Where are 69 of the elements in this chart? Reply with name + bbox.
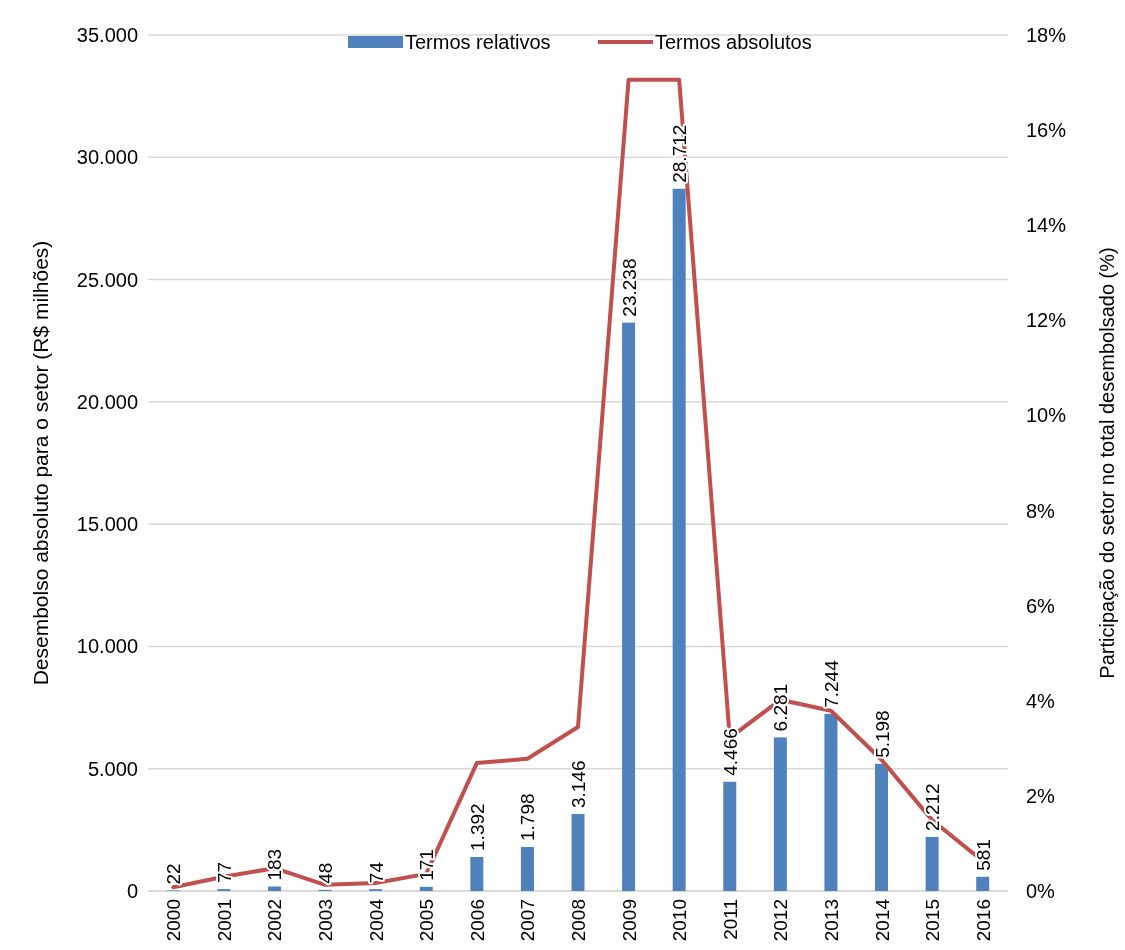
y2-axis-title: Participação do setor no total desembolsado (%) <box>1096 247 1118 679</box>
y2-tick-label: 8% <box>1026 499 1056 522</box>
text: 1.392 <box>466 803 488 851</box>
bar <box>925 836 939 891</box>
y2-tick-label: 14% <box>1026 214 1067 237</box>
bar <box>520 847 534 891</box>
x-tick-label: 2008 <box>568 899 589 942</box>
x-tick-label: 2012 <box>770 899 792 942</box>
y2-tick-label: 12% <box>1026 309 1067 332</box>
text: 77 <box>213 861 235 884</box>
y2-tick-label: 2% <box>1026 784 1056 807</box>
text: 74 <box>365 862 387 884</box>
bar <box>571 814 585 891</box>
bar <box>773 737 787 891</box>
x-tick-label: 2001 <box>213 899 235 942</box>
text: 1.798 <box>517 793 539 842</box>
x-tick-label: 2011 <box>719 899 741 940</box>
bar <box>470 856 484 891</box>
y-tick-label: 5.000 <box>87 757 138 780</box>
x-tick-label: 2002 <box>264 899 286 942</box>
bar <box>672 188 686 891</box>
text: 22 <box>163 863 185 885</box>
y-tick-label: 25.000 <box>76 268 138 291</box>
x-tick-label: 2005 <box>416 899 438 942</box>
text: 7.244 <box>820 660 842 708</box>
text: 28.712 <box>669 124 691 183</box>
x-tick-label: 2010 <box>669 899 691 942</box>
text: 171 <box>416 849 438 881</box>
y-tick-label: 15.000 <box>76 513 138 536</box>
x-tick-label: 2007 <box>517 899 539 942</box>
bar <box>824 713 838 891</box>
y-tick-label: 0 <box>126 880 138 902</box>
text: 581 <box>972 839 994 871</box>
x-tick-label: 2000 <box>163 899 185 942</box>
text: 2.212 <box>922 783 944 831</box>
y2-tick-label: 10% <box>1026 404 1067 427</box>
x-tick-label: 2009 <box>618 899 640 942</box>
y-axis-title: Desembolso absoluto para o setor (R$ milhões) <box>29 240 52 686</box>
y-tick-label: 10.000 <box>76 635 138 658</box>
y-tick-label: 35.000 <box>76 24 138 46</box>
text: 3.146 <box>568 760 589 809</box>
x-tick-label: 2006 <box>466 899 488 942</box>
text: 6.281 <box>770 683 792 732</box>
y2-tick-label: 6% <box>1026 594 1056 617</box>
text: 183 <box>264 848 286 881</box>
x-tick-label: 2015 <box>922 899 944 942</box>
y2-tick-label: 18% <box>1026 24 1067 46</box>
bar <box>267 886 281 891</box>
bar <box>723 781 737 891</box>
bar <box>976 876 990 891</box>
y-tick-label: 20.000 <box>76 390 138 413</box>
bar <box>875 763 889 891</box>
x-tick-label: 2014 <box>871 898 893 942</box>
x-tick-label: 2016 <box>972 899 994 942</box>
x-tick-label: 2013 <box>820 899 842 942</box>
text: 48 <box>315 862 337 884</box>
bar <box>622 322 636 891</box>
y2-tick-label: 16% <box>1026 119 1067 142</box>
y-tick-label: 30.000 <box>76 146 138 169</box>
text: 5.198 <box>871 710 893 758</box>
y2-tick-label: 4% <box>1026 689 1056 712</box>
x-tick-label: 2003 <box>315 899 337 942</box>
y2-tick-label: 0% <box>1026 880 1056 902</box>
bar <box>419 886 433 891</box>
legend-label: Termos absolutos <box>655 31 812 53</box>
legend-label: Termos relativos <box>405 31 551 53</box>
text: 4.466 <box>719 728 741 776</box>
text: 23.238 <box>618 258 640 317</box>
x-tick-label: 2004 <box>365 898 387 942</box>
